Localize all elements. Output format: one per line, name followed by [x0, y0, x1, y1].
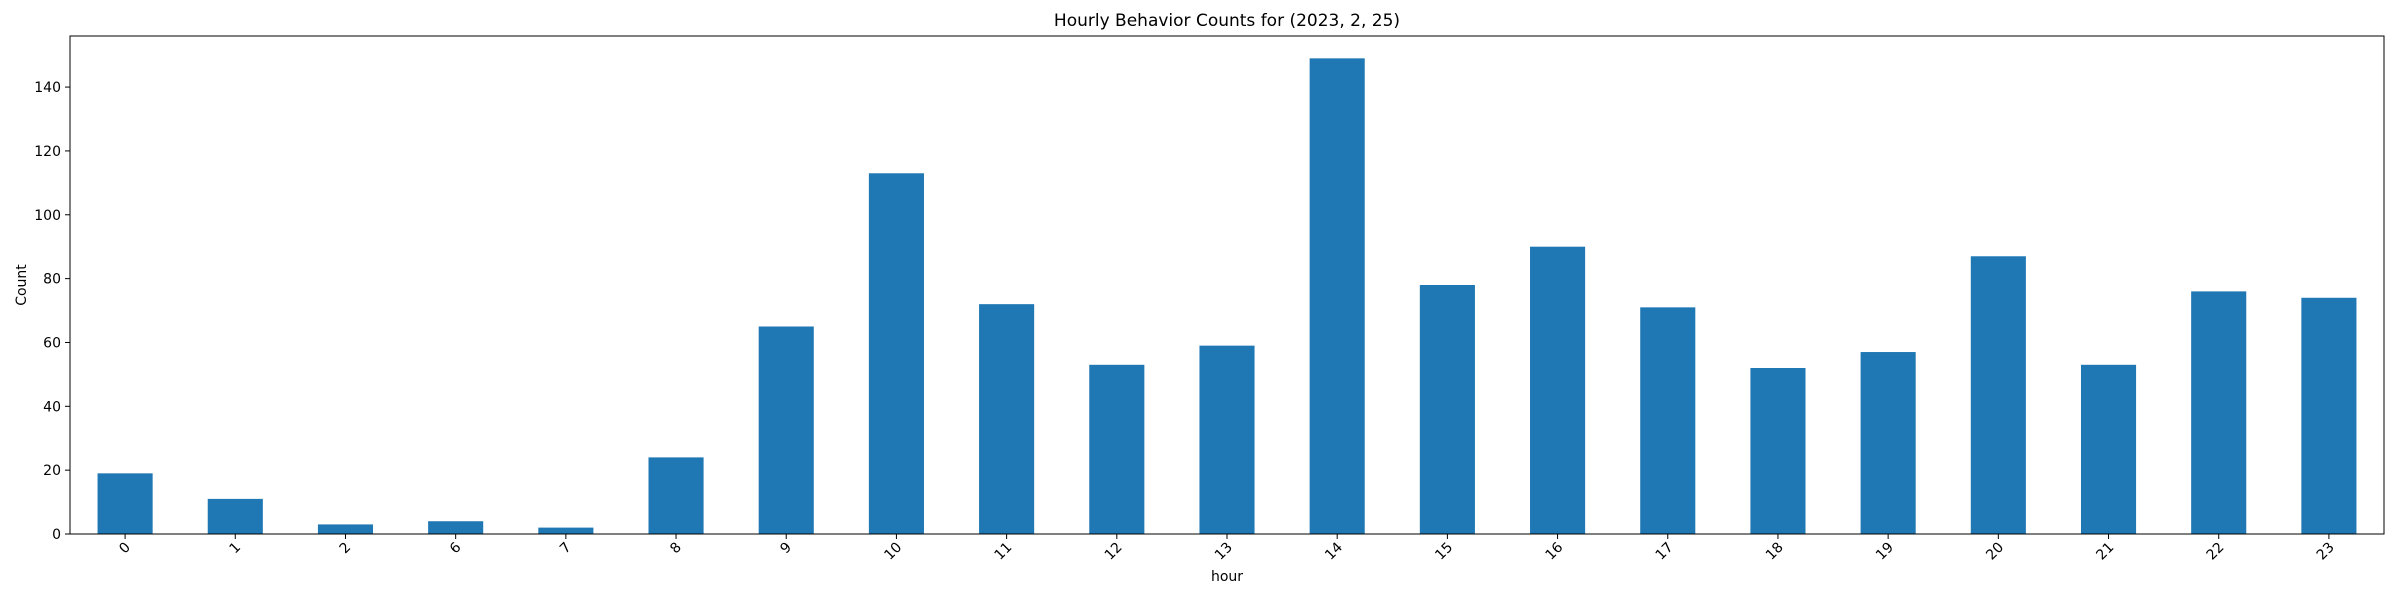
x-tick-label: 12	[1102, 540, 1126, 564]
y-tick-label: 0	[52, 527, 61, 543]
y-tick-label: 20	[43, 463, 61, 479]
bar-hour-22	[2191, 291, 2247, 534]
bar-hour-9	[758, 326, 814, 534]
x-tick-label: 7	[557, 540, 575, 558]
bar-hour-6	[428, 521, 484, 534]
x-tick-label: 10	[881, 540, 905, 564]
y-tick-label: 120	[34, 144, 61, 160]
x-axis-label: hour	[1211, 569, 1243, 585]
x-tick-label: 17	[1653, 540, 1677, 564]
x-tick-label: 9	[777, 540, 795, 558]
x-tick-label: 22	[2204, 540, 2228, 564]
x-tick-label: 15	[1432, 540, 1456, 564]
bar-hour-16	[1530, 246, 1586, 534]
y-axis-ticks: 0 20 40 60 80 100 120 140	[34, 80, 70, 543]
bar-hour-12	[1089, 364, 1145, 534]
plot-frame	[69, 35, 2385, 535]
x-tick-label: 19	[1873, 540, 1897, 564]
x-tick-label: 6	[447, 539, 465, 557]
x-tick-label: 18	[1763, 540, 1787, 564]
y-axis-label: Count	[14, 264, 30, 306]
bar-hour-14	[1309, 58, 1365, 534]
x-tick-label: 1	[226, 540, 244, 558]
bars-group	[97, 58, 2357, 534]
x-tick-label: 20	[1983, 540, 2007, 564]
x-tick-label: 14	[1322, 539, 1346, 563]
bar-hour-17	[1640, 307, 1696, 534]
bar-hour-2	[317, 524, 374, 534]
bar-hour-0	[97, 473, 153, 534]
x-tick-label: 23	[2314, 540, 2338, 564]
y-tick-label: 40	[43, 399, 61, 415]
bar-hour-13	[1199, 345, 1255, 534]
bar-hour-10	[868, 173, 924, 534]
x-axis-ticks: 0 1 2 6 7 8 9 10 11 12 13 14 15 16 17 18 19 20 21 22 23	[116, 534, 2338, 564]
bar-hour-18	[1750, 368, 1806, 534]
x-tick-label: 8	[667, 540, 685, 558]
bar-hour-21	[2080, 364, 2137, 534]
bar-hour-8	[648, 457, 704, 534]
chart-title: Hourly Behavior Counts for (2023, 2, 25)	[1054, 11, 1400, 31]
x-tick-label: 0	[116, 540, 134, 558]
bar-hour-15	[1419, 285, 1475, 534]
bar-hour-1	[207, 498, 263, 534]
y-tick-label: 100	[34, 208, 61, 224]
bar-hour-20	[1970, 256, 2026, 534]
x-tick-label: 11	[992, 540, 1016, 564]
bar-hour-19	[1860, 352, 1916, 534]
bar-hour-7	[538, 527, 594, 534]
x-tick-label: 2	[337, 540, 355, 558]
bar-hour-11	[979, 304, 1035, 534]
bar-hour-23	[2301, 297, 2357, 534]
y-tick-label: 60	[43, 335, 61, 351]
x-tick-label: 13	[1212, 540, 1236, 564]
y-tick-label: 140	[34, 80, 61, 96]
x-tick-label: 16	[1542, 539, 1566, 563]
x-tick-label: 21	[2093, 540, 2117, 564]
y-tick-label: 80	[43, 272, 61, 288]
